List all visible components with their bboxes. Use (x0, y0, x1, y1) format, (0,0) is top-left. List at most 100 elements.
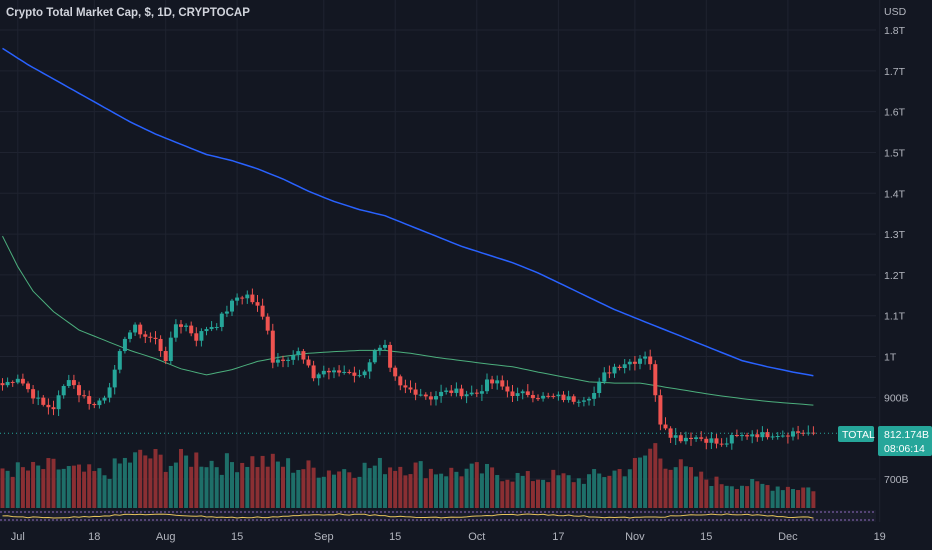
volume-bar (36, 465, 41, 508)
volume-bar (602, 477, 607, 508)
volume-bar (5, 470, 10, 508)
candle-body (811, 432, 816, 434)
volume-bar (148, 458, 153, 508)
volume-bar (138, 449, 143, 508)
candle-body (775, 435, 780, 437)
candle-body (530, 395, 535, 399)
candle-body (418, 394, 423, 396)
candle-body (326, 370, 331, 373)
volume-bar (648, 448, 653, 508)
volume-bar (418, 461, 423, 508)
volume-bar (485, 463, 489, 508)
volume-bar (383, 474, 387, 508)
volume-bar (128, 462, 132, 508)
volume-bar (77, 464, 81, 508)
price-tick-label: 1.3T (884, 229, 906, 241)
candle-body (444, 390, 449, 392)
volume-bar (796, 490, 801, 508)
candle-body (398, 376, 403, 386)
candle-body (678, 435, 683, 442)
price-tick-label: 900B (884, 392, 909, 404)
candle-body (168, 337, 173, 362)
volume-bar (607, 475, 612, 508)
candle-body (20, 378, 25, 384)
candle-body (337, 370, 342, 373)
volume-bar (760, 483, 765, 508)
candle-body (673, 435, 678, 438)
short-moving-average-line (2, 235, 814, 406)
candle-body (648, 356, 653, 365)
volume-bar (724, 485, 729, 508)
volume-bar (459, 476, 464, 508)
volume-bar (245, 466, 250, 508)
candle-body (566, 396, 571, 401)
candle-body (500, 380, 505, 387)
candle-body (602, 372, 607, 382)
volume-bar (510, 481, 515, 508)
volume-bar (561, 473, 566, 508)
candle-body (796, 431, 801, 433)
volume-bar (811, 491, 816, 508)
volume-bar (576, 478, 581, 508)
oscillator-pane (0, 510, 876, 522)
volume-bar (403, 475, 408, 508)
candle-body (541, 395, 546, 399)
candle-body (709, 438, 714, 443)
volume-bar (61, 468, 66, 508)
candle-body (612, 366, 617, 374)
volume-bar (775, 486, 780, 508)
volume-bar (770, 490, 775, 508)
candle-body (734, 435, 739, 437)
volume-bar (209, 460, 214, 508)
volume-bar (275, 461, 280, 508)
oscillator-background (0, 510, 876, 522)
volume-bar (556, 475, 561, 508)
candle-body (622, 364, 627, 369)
volume-bar (56, 469, 61, 508)
volume-bar (408, 474, 413, 508)
candle-body (668, 428, 673, 438)
volume-bar (704, 479, 709, 508)
candle-body (495, 380, 500, 384)
volume-bar (525, 471, 530, 508)
price-tag-value: 812.174B (884, 429, 929, 441)
volume-bar (189, 466, 194, 508)
candle-body (5, 381, 10, 386)
price-axis[interactable]: USD 1.8T 1.7T 1.6T 1.5T 1.4T 1.3T 1.2T 1.1T 1T 90… (884, 6, 909, 486)
candle-body (643, 356, 648, 359)
volume-bar (255, 467, 260, 508)
candle-body (10, 381, 15, 383)
volume-bar (332, 474, 336, 508)
volume-bar (10, 476, 15, 508)
candle-body (92, 403, 97, 406)
volume-bar (235, 472, 240, 508)
volume-bar (495, 475, 500, 508)
candle-body (490, 379, 495, 384)
candle-body (403, 385, 408, 388)
volume-bar (321, 476, 326, 508)
candle-body (31, 389, 36, 399)
candle-body (464, 394, 469, 397)
chart-title: Crypto Total Market Cap, $, 1D, CRYPTOCA… (6, 7, 250, 19)
candle-body (291, 355, 296, 360)
candle-body (505, 386, 510, 392)
volume-bar (632, 457, 637, 508)
last-price-tags: TOTAL 812.174B 08:06:14 (838, 426, 932, 456)
volume-bar (26, 470, 30, 508)
candle-body (189, 325, 194, 334)
candle-body (377, 347, 382, 351)
candle-body (571, 396, 576, 402)
candle-body (617, 366, 622, 369)
volume-bar (286, 458, 291, 508)
volume-bar (168, 465, 173, 508)
volume-bar (627, 469, 632, 508)
volume-bar (260, 455, 265, 508)
candle-body (627, 361, 632, 365)
volume-bar (612, 470, 617, 508)
volume-bar (638, 457, 642, 508)
time-axis[interactable]: Jul 18 Aug 15 Sep 15 Oct 17 Nov 15 Dec 19 (11, 531, 886, 543)
candle-body (107, 387, 112, 398)
volume-bar (520, 475, 525, 508)
volume-bar (184, 455, 189, 508)
